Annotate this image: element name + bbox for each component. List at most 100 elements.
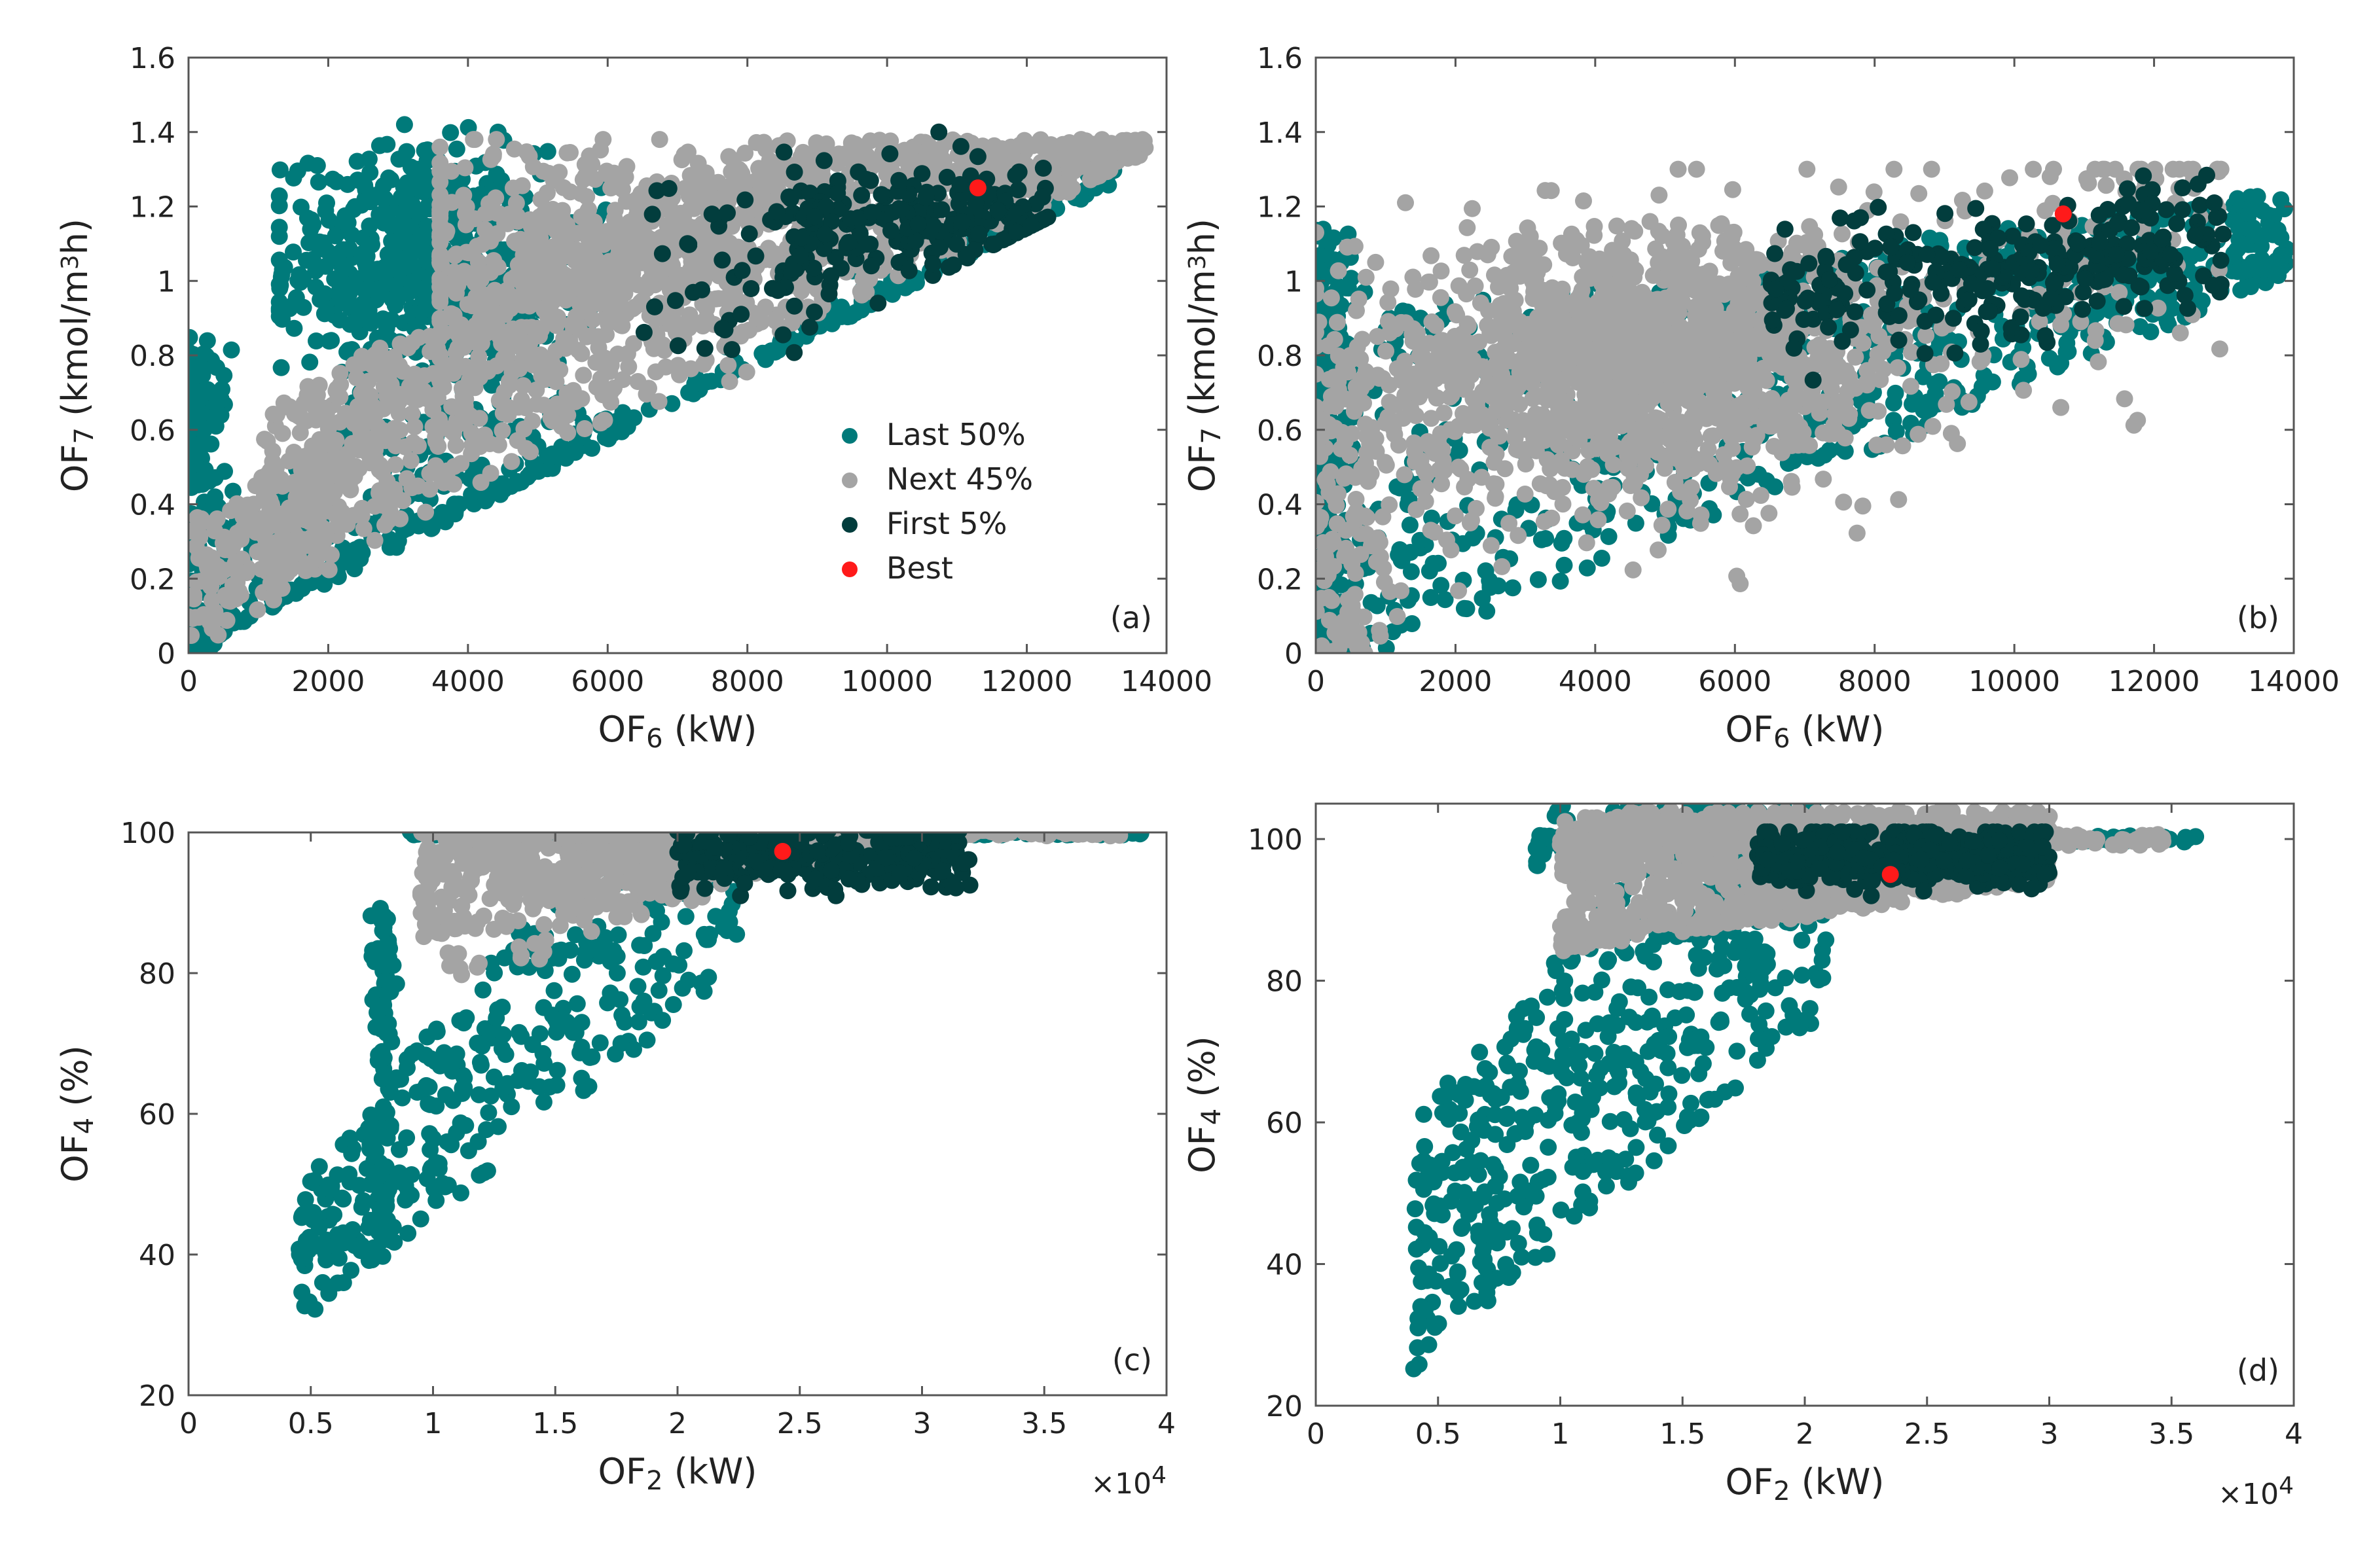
point-next-45 <box>308 386 326 404</box>
point-last-50 <box>448 140 465 158</box>
point-next-45 <box>609 246 627 264</box>
point-next-45 <box>431 154 449 171</box>
point-next-45 <box>494 422 511 439</box>
point-next-45 <box>391 335 409 353</box>
point-next-45 <box>446 247 463 264</box>
point-next-45 <box>454 387 472 405</box>
point-next-45 <box>310 497 328 514</box>
point-next-45 <box>348 369 365 387</box>
point-next-45 <box>625 239 643 257</box>
point-next-45 <box>1348 302 1365 319</box>
point-next-45 <box>640 380 657 397</box>
point-next-45 <box>570 342 587 359</box>
point-next-45 <box>323 546 340 563</box>
point-next-45 <box>1482 537 1500 554</box>
point-next-45 <box>556 340 574 357</box>
point-last-50 <box>383 311 401 329</box>
point-next-45 <box>226 555 244 572</box>
point-last-50 <box>371 137 388 154</box>
point-next-45 <box>679 143 697 161</box>
point-last-50 <box>852 301 870 319</box>
point-last-50 <box>293 576 310 594</box>
point-next-45 <box>431 217 449 234</box>
point-first-5 <box>693 281 710 298</box>
panel-1-points <box>1316 160 2294 653</box>
point-next-45 <box>222 502 240 520</box>
point-last-50 <box>1593 550 1610 567</box>
point-next-45 <box>268 406 285 423</box>
point-next-45 <box>734 204 751 222</box>
point-first-5 <box>858 236 876 253</box>
point-next-45 <box>317 405 335 423</box>
point-next-45 <box>767 311 784 329</box>
point-last-50 <box>339 214 357 232</box>
point-next-45 <box>1618 502 1636 520</box>
point-last-50 <box>377 257 395 275</box>
point-next-45 <box>427 428 444 446</box>
point-next-45 <box>225 537 242 554</box>
point-next-45 <box>518 236 535 254</box>
point-next-45 <box>449 359 467 377</box>
point-last-50 <box>285 169 302 187</box>
point-next-45 <box>653 262 670 280</box>
point-next-45 <box>209 626 227 644</box>
point-last-50 <box>1537 530 1555 547</box>
point-first-5 <box>733 306 750 323</box>
point-next-45 <box>664 277 681 294</box>
point-last-50 <box>285 243 302 261</box>
point-next-45 <box>1641 213 1659 230</box>
point-next-45 <box>471 320 488 338</box>
point-next-45 <box>189 627 200 644</box>
point-next-45 <box>576 300 594 317</box>
point-next-45 <box>738 363 755 381</box>
point-last-50 <box>1627 514 1644 532</box>
point-last-50 <box>1436 591 1454 609</box>
point-next-45 <box>503 364 521 381</box>
point-first-5 <box>954 213 971 230</box>
point-next-45 <box>266 477 284 495</box>
point-first-5 <box>969 148 987 166</box>
point-next-45 <box>1076 147 1093 164</box>
point-last-50 <box>553 438 571 455</box>
point-last-50 <box>450 495 467 513</box>
point-last-50 <box>1392 551 1410 569</box>
point-last-50 <box>189 476 207 493</box>
point-last-50 <box>361 164 379 181</box>
point-first-5 <box>820 285 838 303</box>
point-last-50 <box>380 212 397 230</box>
point-last-50 <box>2232 281 2250 299</box>
point-last-50 <box>331 291 349 308</box>
point-first-5 <box>951 176 969 193</box>
point-next-45 <box>200 610 217 628</box>
point-first-5 <box>714 251 731 269</box>
point-next-45 <box>273 580 291 597</box>
point-next-45 <box>518 143 535 160</box>
point-next-45 <box>329 517 346 535</box>
point-first-5 <box>791 247 809 264</box>
point-first-5 <box>829 185 846 202</box>
point-next-45 <box>1536 182 1554 200</box>
point-next-45 <box>249 601 266 618</box>
point-last-50 <box>272 359 290 376</box>
point-next-45 <box>638 247 655 265</box>
point-next-45 <box>1101 139 1119 156</box>
point-last-50 <box>2236 260 2254 278</box>
point-next-45 <box>210 568 228 586</box>
point-next-45 <box>206 522 224 540</box>
point-first-5 <box>786 344 803 361</box>
point-last-50 <box>194 345 212 363</box>
point-last-50 <box>360 302 378 319</box>
point-next-45 <box>294 531 312 548</box>
point-next-45 <box>651 131 668 149</box>
point-last-50 <box>1401 516 1419 534</box>
point-next-45 <box>449 316 467 334</box>
point-next-45 <box>263 560 280 577</box>
point-next-45 <box>1493 558 1511 575</box>
point-last-50 <box>270 219 288 236</box>
point-next-45 <box>274 425 291 442</box>
point-last-50 <box>1914 368 1932 385</box>
point-next-45 <box>720 148 738 166</box>
point-next-45 <box>554 240 571 258</box>
point-first-5 <box>1034 160 1052 177</box>
point-last-50 <box>1316 247 1329 264</box>
